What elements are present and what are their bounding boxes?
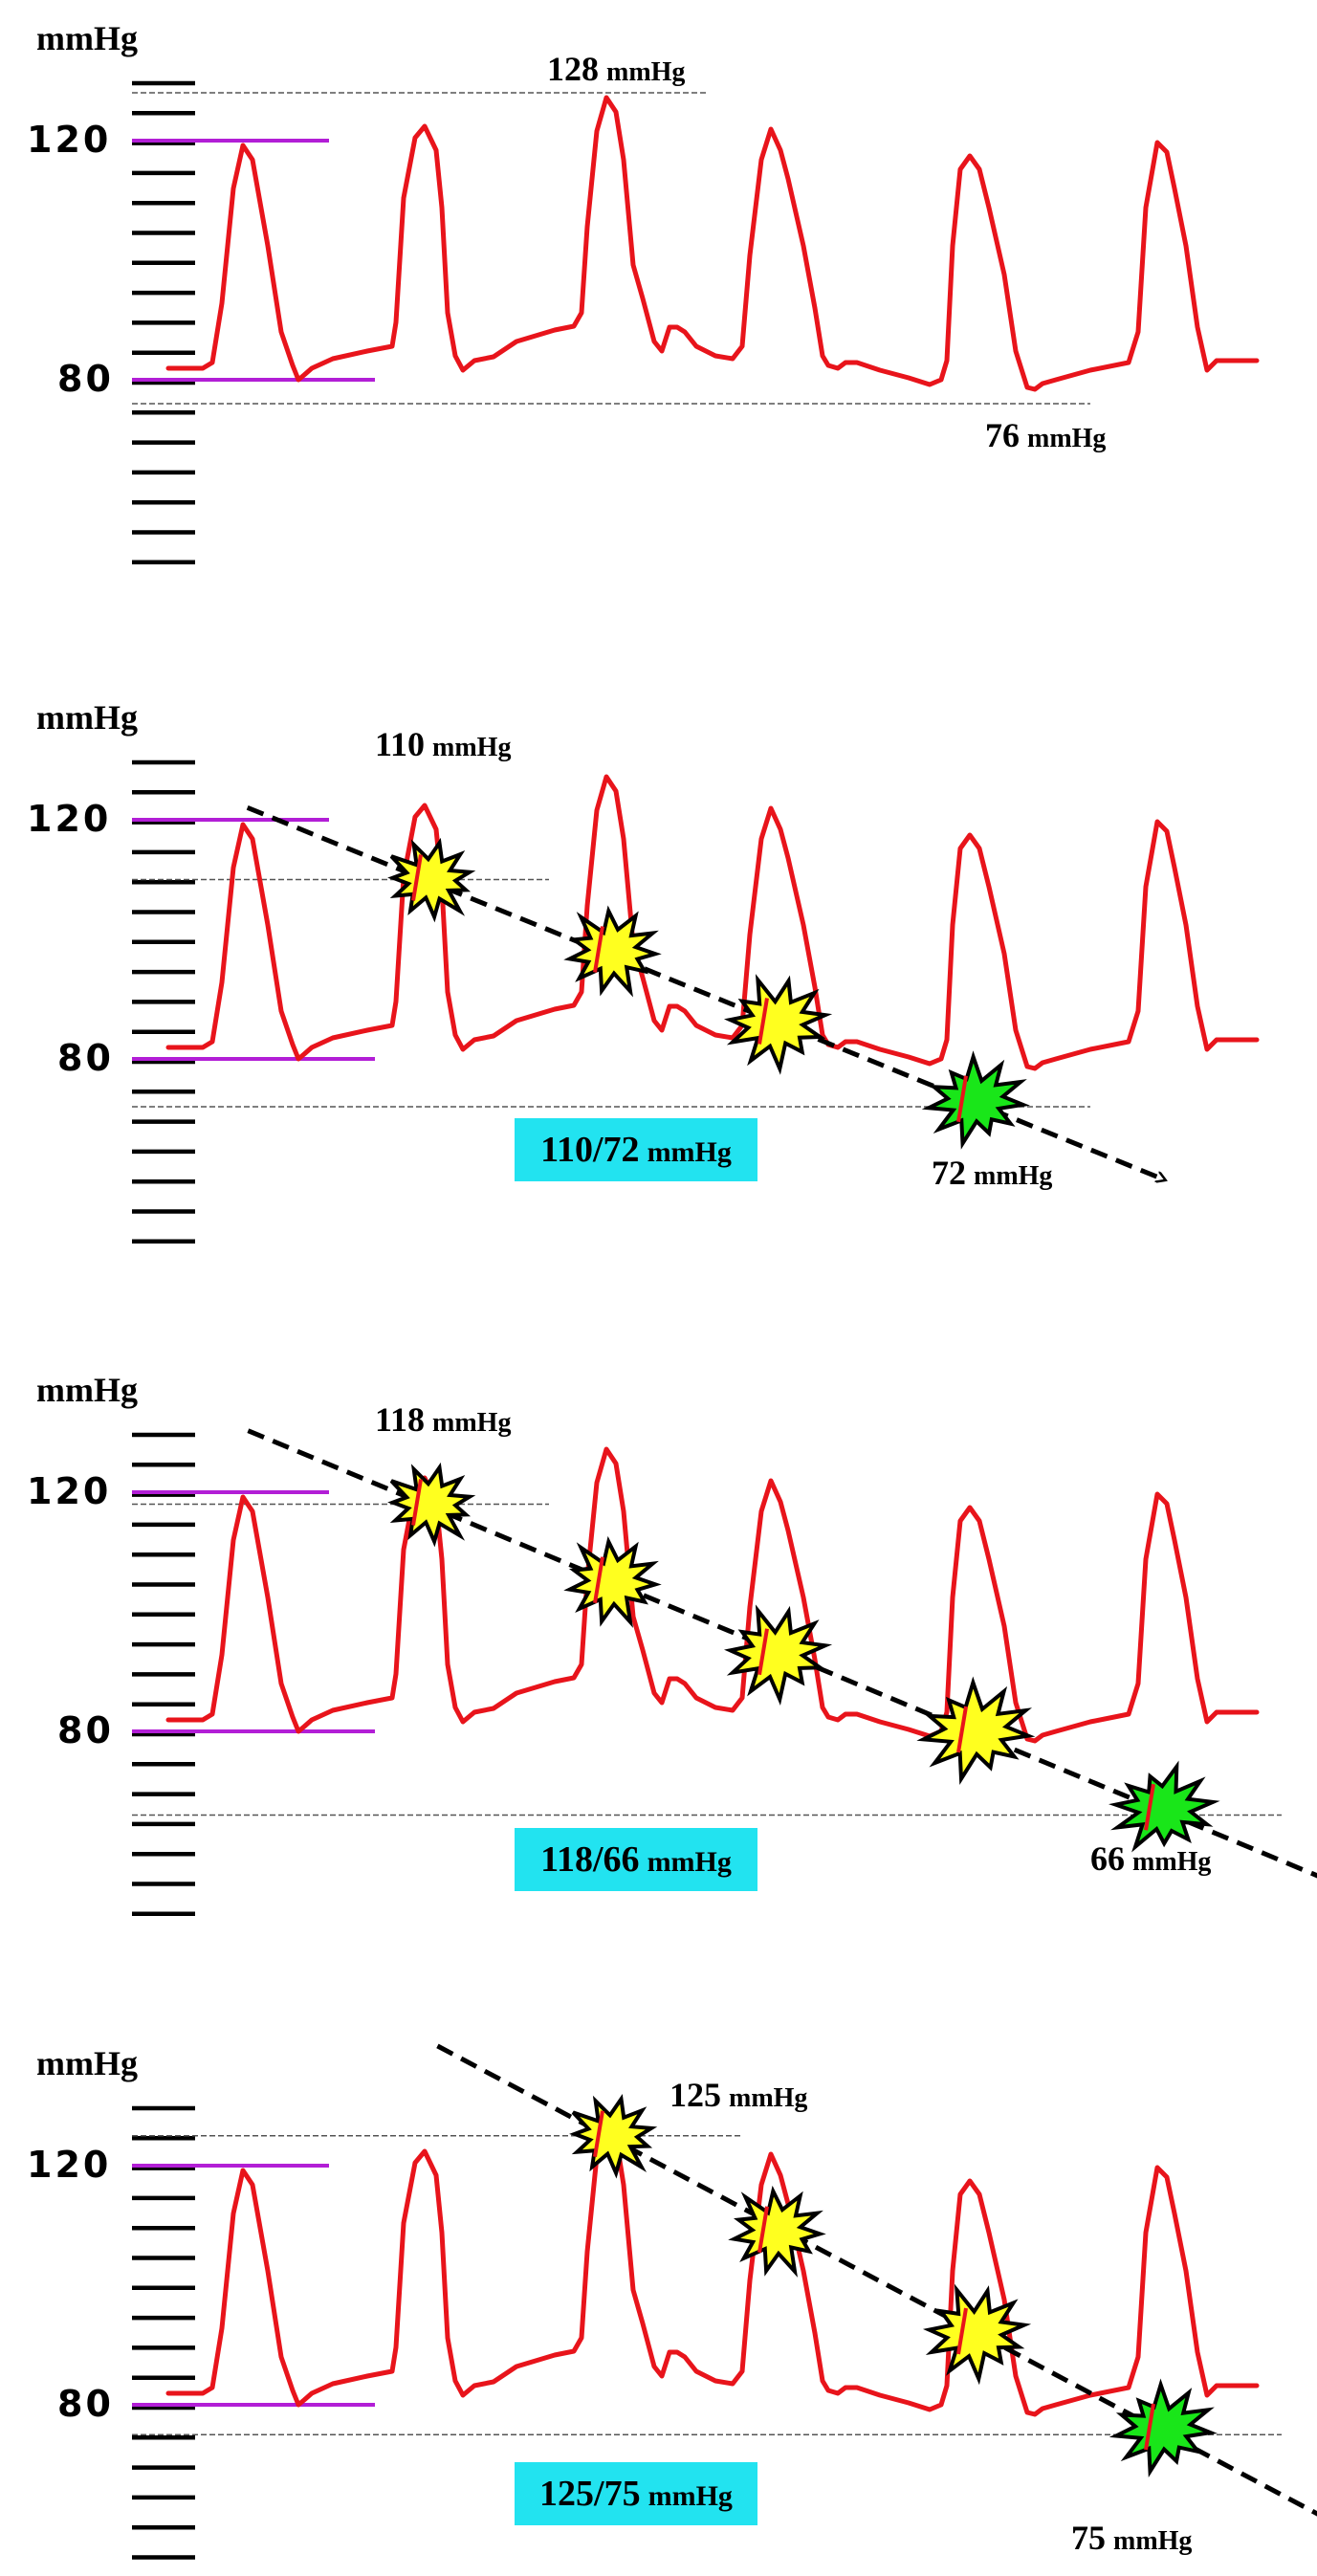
deflation-arrow	[436, 2043, 1317, 2517]
pressure-waveform	[165, 2120, 1260, 2417]
tick-label-120: 120	[27, 1470, 111, 1512]
result-reading: 125/75 mmHg	[539, 2474, 733, 2514]
yellow-starburst-icon	[563, 1535, 662, 1628]
tick-label-80: 80	[57, 358, 114, 400]
sound-marker	[757, 1628, 769, 1676]
result-value: 118/66	[540, 1839, 639, 1880]
sound-marker	[956, 1075, 968, 1123]
yellow-starburst-icon	[563, 905, 662, 998]
sound-marker	[956, 2307, 968, 2355]
scale-ticks	[132, 1432, 195, 1917]
green-starburst-icon	[1108, 1760, 1220, 1853]
yellow-starburst-icon	[728, 2185, 826, 2278]
tick-label-120: 120	[27, 2144, 111, 2186]
systolic-annotation: 110 mmHg	[375, 725, 511, 763]
axis-unit-label: mmHg	[36, 698, 138, 737]
systolic-unit: mmHg	[432, 1408, 511, 1438]
systolic-value: 125	[669, 2076, 721, 2114]
yellow-starburst-icon	[916, 1676, 1036, 1786]
result-value: 110/72	[540, 1130, 639, 1170]
pressure-waveform	[165, 95, 1260, 392]
systolic-annotation: 128 mmHg	[547, 50, 685, 88]
diastolic-annotation: 76 mmHg	[985, 416, 1106, 454]
result-reading: 118/66 mmHg	[540, 1839, 732, 1880]
systolic-unit: mmHg	[432, 733, 511, 762]
sound-marker	[593, 2110, 604, 2158]
result-unit: mmHg	[648, 1136, 732, 1168]
diastolic-value: 72	[932, 1154, 966, 1192]
yellow-starburst-icon	[922, 2283, 1032, 2386]
scale-ticks	[132, 760, 195, 1244]
sound-marker	[1144, 1783, 1155, 1831]
sound-marker	[757, 998, 769, 1045]
sound-marker	[411, 1479, 423, 1526]
tick-label-80: 80	[57, 2383, 114, 2425]
sound-marker	[956, 1706, 968, 1753]
result-unit: mmHg	[648, 2480, 733, 2512]
systolic-annotation: 125 mmHg	[669, 2076, 807, 2114]
diastolic-unit: mmHg	[1113, 2526, 1192, 2556]
pressure-waveform	[165, 774, 1260, 1071]
result-box	[515, 2462, 757, 2525]
deflation-arrow	[246, 804, 1165, 1179]
sound-marker	[1144, 2403, 1155, 2451]
sound-marker	[757, 2206, 769, 2254]
result-reading: 110/72 mmHg	[540, 1130, 732, 1170]
result-box	[515, 1828, 757, 1891]
diastolic-value: 75	[1071, 2519, 1106, 2557]
tick-label-80: 80	[57, 1037, 114, 1079]
diastolic-annotation: 72 mmHg	[932, 1154, 1052, 1192]
result-box	[515, 1118, 757, 1181]
systolic-value: 118	[375, 1400, 425, 1439]
diastolic-annotation: 75 mmHg	[1071, 2519, 1192, 2557]
sound-marker	[593, 1556, 604, 1604]
diastolic-value: 66	[1090, 1839, 1125, 1878]
green-starburst-icon	[921, 1050, 1030, 1150]
tick-label-120: 120	[27, 119, 111, 161]
scale-ticks	[132, 80, 195, 565]
systolic-annotation: 118 mmHg	[375, 1400, 511, 1439]
yellow-starburst-icon	[723, 974, 833, 1075]
sound-marker	[411, 854, 423, 901]
diastolic-value: 76	[985, 416, 1020, 454]
systolic-value: 110	[375, 725, 425, 763]
sound-marker	[593, 926, 604, 973]
yellow-starburst-icon	[387, 837, 476, 923]
axis-unit-label: mmHg	[36, 2044, 138, 2082]
yellow-starburst-icon	[569, 2094, 658, 2179]
systolic-value: 128	[547, 50, 599, 88]
scale-ticks	[132, 2105, 195, 2560]
green-starburst-icon	[1108, 2378, 1218, 2478]
pressure-waveform	[165, 1446, 1260, 1744]
yellow-starburst-icon	[387, 1462, 476, 1548]
systolic-unit: mmHg	[729, 2083, 807, 2113]
diastolic-unit: mmHg	[974, 1161, 1052, 1191]
axis-unit-label: mmHg	[36, 19, 138, 57]
tick-label-80: 80	[57, 1709, 114, 1751]
axis-unit-label: mmHg	[36, 1371, 138, 1409]
tick-label-120: 120	[27, 798, 111, 840]
yellow-starburst-icon	[723, 1604, 833, 1706]
result-value: 125/75	[539, 2474, 641, 2514]
systolic-unit: mmHg	[606, 57, 685, 87]
result-unit: mmHg	[648, 1846, 732, 1878]
diastolic-annotation: 66 mmHg	[1090, 1839, 1211, 1878]
diastolic-unit: mmHg	[1027, 424, 1106, 453]
diastolic-unit: mmHg	[1132, 1847, 1211, 1877]
